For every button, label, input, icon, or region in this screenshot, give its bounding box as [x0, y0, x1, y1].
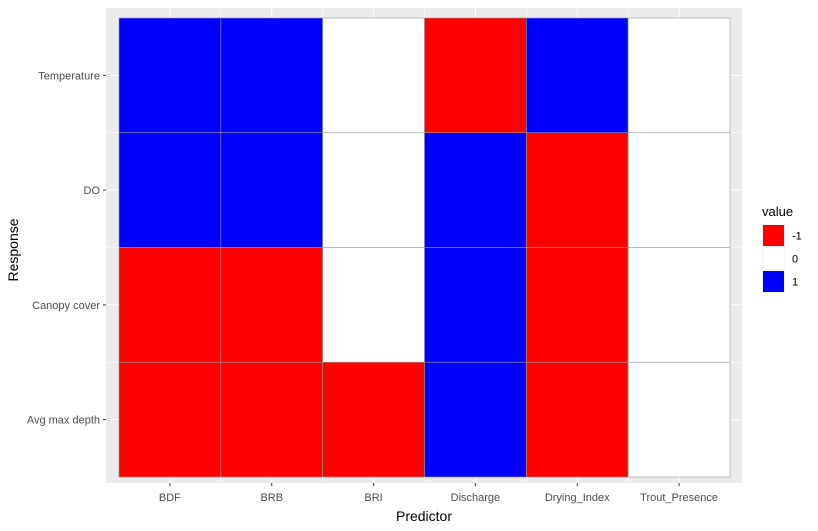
- legend: value -1 0 1: [762, 204, 802, 293]
- heatmap-tile: [322, 132, 425, 248]
- heatmap-tile: [322, 247, 425, 363]
- legend-title: value: [762, 204, 793, 219]
- legend-swatch: [763, 271, 784, 292]
- legend-items: -1 0 1: [762, 224, 802, 293]
- y-tick-label: Temperature: [38, 70, 100, 82]
- legend-label: 1: [792, 277, 798, 289]
- heatmap-tile: [118, 132, 222, 248]
- heatmap-tile: [220, 132, 323, 248]
- heatmap-tile: [118, 17, 222, 134]
- x-tick-label: Drying_Index: [545, 492, 610, 504]
- heatmap-tile: [627, 247, 731, 363]
- heatmap-tile: [627, 132, 731, 248]
- x-tick-label: Trout_Presence: [640, 492, 718, 504]
- legend-label: 0: [792, 254, 798, 266]
- x-tick-label: BRB: [260, 492, 283, 504]
- legend-swatch: [763, 248, 784, 269]
- heatmap-tile: [322, 17, 425, 134]
- x-axis-ticks: BDF BRB BRI Discharge Drying_Index Trout_Pres…: [159, 483, 718, 504]
- heatmap-tile: [424, 247, 527, 363]
- y-axis-title: Response: [5, 218, 21, 281]
- legend-label: -1: [792, 231, 802, 243]
- legend-swatch: [763, 225, 784, 246]
- heatmap-tile: [424, 361, 527, 478]
- y-tick-label: DO: [84, 185, 101, 197]
- heatmap-tile: [627, 361, 731, 478]
- heatmap-tiles: [118, 17, 731, 478]
- heatmap-tile: [220, 247, 323, 363]
- x-tick-label: BRI: [364, 492, 382, 504]
- x-axis-title: Predictor: [396, 508, 452, 524]
- heatmap-tile: [118, 361, 222, 478]
- y-tick-label: Avg max depth: [27, 415, 100, 427]
- y-tick-label: Canopy cover: [32, 300, 100, 312]
- heatmap-tile: [322, 361, 425, 478]
- heatmap-tile: [526, 17, 629, 134]
- heatmap-tile: [424, 132, 527, 248]
- heatmap-tile: [220, 361, 323, 478]
- heatmap-tile: [526, 247, 629, 363]
- heatmap-tile: [627, 17, 731, 134]
- x-tick-label: Discharge: [451, 492, 501, 504]
- heatmap-tile: [118, 247, 222, 363]
- y-axis-ticks: Temperature DO Canopy cover Avg max depth: [27, 70, 106, 427]
- heatmap-tile: [526, 132, 629, 248]
- heatmap-tile: [526, 361, 629, 478]
- heatmap-tile: [424, 17, 527, 134]
- heatmap-tile: [220, 17, 323, 134]
- x-tick-label: BDF: [159, 492, 181, 504]
